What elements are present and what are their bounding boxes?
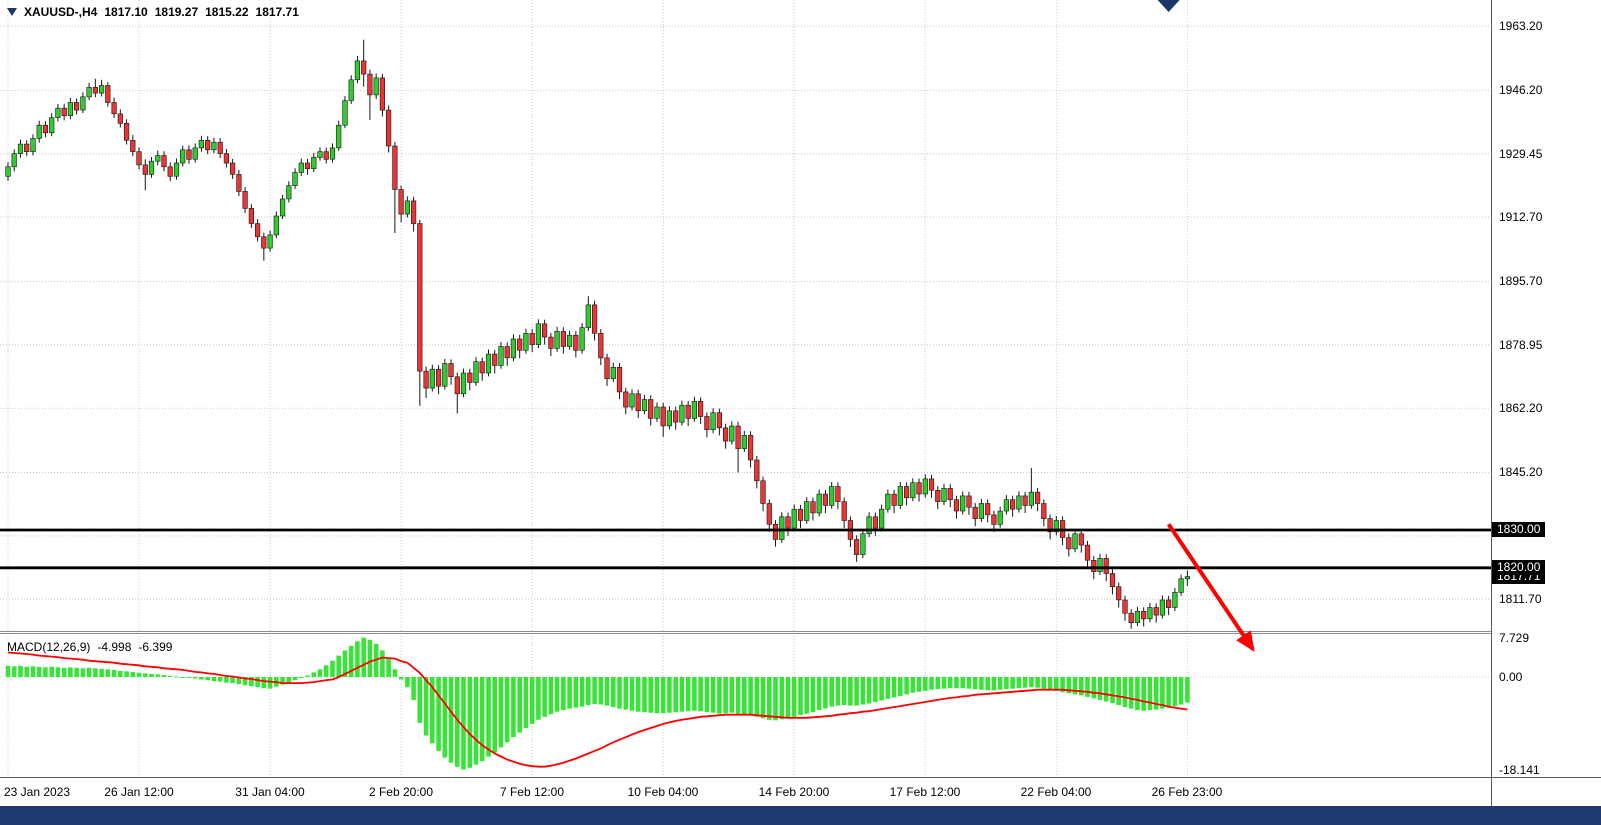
price-tick: 1929.45 xyxy=(1499,147,1543,161)
chart-shift-marker-icon[interactable] xyxy=(1157,0,1180,12)
level-price-box[interactable]: 1820.00 xyxy=(1492,560,1546,575)
time-tick: 31 Jan 04:00 xyxy=(235,785,305,799)
price-tick: 1895.70 xyxy=(1499,274,1543,288)
high-value: 1819.27 xyxy=(154,5,199,19)
time-tick: 23 Jan 2023 xyxy=(4,785,71,799)
grid xyxy=(0,0,1491,777)
macd-indicator-label: MACD(12,26,9) -4.998 -6.399 xyxy=(7,640,172,654)
time-tick: 22 Feb 04:00 xyxy=(1020,785,1092,799)
macd-signal-value: -6.399 xyxy=(138,640,173,654)
macd-histogram xyxy=(5,637,1190,770)
price-tick: 1878.95 xyxy=(1499,338,1543,352)
price-tick: 1862.20 xyxy=(1499,401,1543,415)
price-tick: 1845.20 xyxy=(1499,465,1543,479)
chart-canvas[interactable] xyxy=(0,0,1491,777)
time-axis[interactable]: 23 Jan 2023 26 Jan 12:00 31 Jan 04:00 2 Feb… xyxy=(0,778,1491,806)
low-value: 1815.22 xyxy=(205,5,249,19)
level-price-box[interactable]: 1830.00 xyxy=(1492,522,1546,537)
price-tick: 1963.20 xyxy=(1499,19,1543,33)
symbol-dropdown-icon[interactable] xyxy=(7,8,17,16)
open-value: 1817.10 xyxy=(104,5,148,19)
price-tick: 1912.70 xyxy=(1499,210,1543,224)
time-tick: 26 Feb 23:00 xyxy=(1151,785,1223,799)
time-axis-separator xyxy=(0,777,1601,778)
time-tick: 14 Feb 20:00 xyxy=(758,785,830,799)
macd-signal-line xyxy=(7,651,1188,768)
time-tick: 26 Jan 12:00 xyxy=(104,785,174,799)
macd-name: MACD(12,26,9) xyxy=(7,640,91,654)
chart-title: XAUUSD-,H4 1817.10 1819.27 1815.22 1817.… xyxy=(7,5,299,19)
price-axis[interactable]: 1963.20 1946.20 1929.45 1912.70 1895.70 1878.… xyxy=(1491,0,1601,806)
close-value: 1817.71 xyxy=(255,5,299,19)
time-tick: 7 Feb 12:00 xyxy=(499,785,565,799)
macd-tick: 7.729 xyxy=(1499,631,1530,645)
trend-arrow[interactable] xyxy=(1166,523,1255,652)
price-tick: 1811.70 xyxy=(1499,592,1542,606)
macd-main-value: -4.998 xyxy=(97,640,132,654)
price-tick: 1946.20 xyxy=(1499,83,1543,97)
chart-plot-area[interactable] xyxy=(0,0,1491,777)
macd-tick: 0.00 xyxy=(1499,670,1523,684)
time-tick: 2 Feb 20:00 xyxy=(368,785,434,799)
candlestick-series xyxy=(5,39,1190,629)
time-tick: 17 Feb 12:00 xyxy=(889,785,961,799)
time-tick: 10 Feb 04:00 xyxy=(627,785,699,799)
symbol-period-label: XAUUSD-,H4 xyxy=(24,5,98,19)
taskbar[interactable] xyxy=(0,806,1601,825)
macd-tick: -18.141 xyxy=(1499,763,1540,777)
